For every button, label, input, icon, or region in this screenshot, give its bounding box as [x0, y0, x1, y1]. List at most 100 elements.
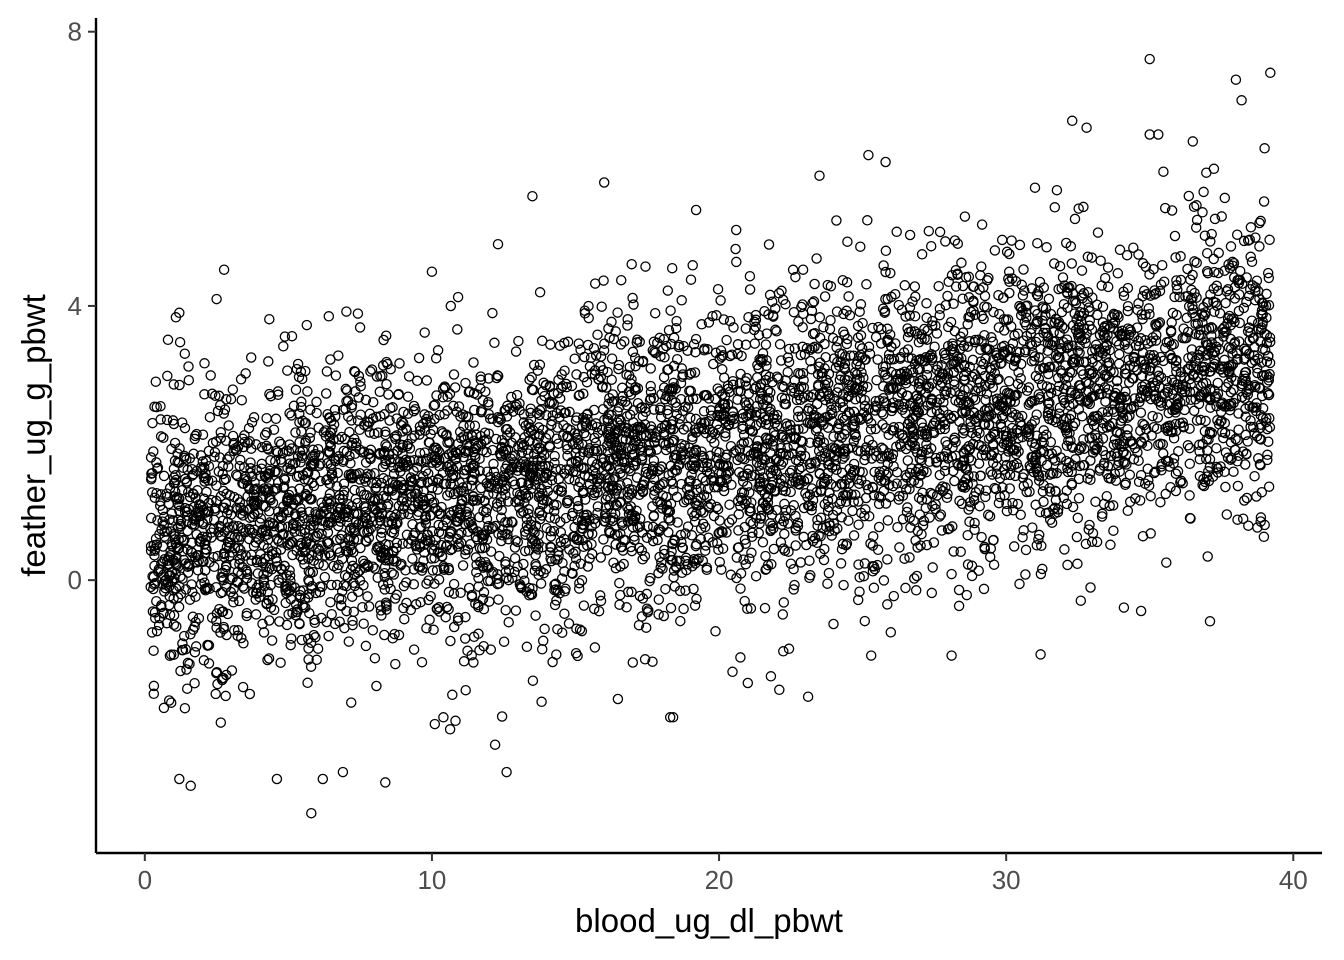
data-point [755, 355, 766, 366]
data-point [754, 480, 766, 492]
data-point [685, 274, 697, 285]
data-point [651, 444, 663, 455]
data-point [187, 586, 198, 598]
data-point [880, 369, 891, 380]
data-point [880, 293, 891, 305]
data-point [1238, 235, 1250, 247]
data-point [1083, 524, 1094, 535]
data-point [1135, 469, 1147, 481]
data-point [698, 406, 710, 417]
data-point [597, 365, 609, 376]
data-point [1073, 404, 1085, 415]
data-point [1033, 529, 1045, 541]
data-point [659, 352, 670, 363]
data-point [438, 564, 450, 575]
data-point [755, 378, 767, 390]
data-point [1076, 265, 1088, 276]
data-point [993, 322, 1005, 333]
data-point [205, 370, 216, 381]
data-point [1254, 383, 1266, 394]
data-point [1059, 544, 1070, 555]
data-point [1038, 496, 1049, 507]
data-point [614, 577, 625, 589]
data-point [371, 371, 383, 382]
data-point [592, 427, 604, 439]
data-point [238, 505, 249, 516]
data-point [664, 505, 676, 517]
data-point [477, 593, 489, 605]
data-point [255, 549, 266, 560]
data-point [814, 434, 826, 446]
data-point [765, 387, 776, 398]
data-point [294, 618, 305, 630]
data-point [875, 492, 887, 503]
data-point [1191, 257, 1202, 269]
data-point [545, 531, 557, 542]
data-point [865, 424, 877, 435]
data-point [1082, 251, 1094, 262]
data-point [349, 433, 360, 445]
data-point [1002, 314, 1014, 325]
data-point [256, 441, 268, 453]
data-point [626, 586, 637, 598]
data-point [589, 642, 601, 653]
data-point [429, 451, 441, 462]
data-point [383, 389, 394, 400]
data-point [1050, 313, 1062, 325]
data-point [690, 333, 702, 345]
data-point [259, 429, 271, 441]
data-point [775, 459, 787, 470]
data-point [1091, 536, 1103, 548]
data-point [600, 494, 612, 505]
data-point [880, 498, 892, 509]
data-point [601, 544, 613, 556]
data-point [1145, 490, 1156, 502]
data-point [306, 451, 318, 463]
data-point [564, 544, 575, 555]
data-point [921, 425, 932, 436]
data-point [738, 437, 750, 448]
data-point [523, 448, 534, 459]
data-point [783, 356, 795, 368]
data-point [1135, 333, 1147, 344]
data-point [1092, 432, 1103, 444]
data-point [775, 448, 786, 459]
data-point [819, 338, 830, 350]
data-point [1042, 407, 1054, 419]
data-point [881, 469, 892, 480]
data-point [160, 579, 172, 591]
data-point [942, 488, 953, 500]
data-point [212, 405, 224, 417]
data-point [569, 560, 580, 572]
data-point [1099, 320, 1111, 332]
data-point [716, 364, 728, 375]
data-point [519, 545, 531, 557]
data-point [223, 420, 234, 431]
data-point [323, 630, 334, 642]
data-point [158, 432, 169, 444]
data-point [1256, 357, 1268, 368]
data-point [213, 526, 224, 538]
data-point [976, 219, 988, 230]
data-point [328, 560, 339, 572]
data-point [1263, 299, 1275, 311]
data-point [662, 408, 674, 420]
data-point [334, 616, 345, 627]
data-point [689, 600, 701, 611]
data-point [1143, 303, 1155, 314]
data-point [888, 590, 900, 602]
data-point [370, 411, 382, 423]
data-point [1232, 434, 1243, 446]
data-point [740, 323, 752, 334]
data-point [980, 394, 991, 406]
data-point [690, 413, 702, 425]
data-point [633, 619, 645, 631]
data-point [1153, 318, 1164, 329]
data-point [158, 470, 170, 482]
data-point [1216, 211, 1227, 222]
data-point [1205, 236, 1216, 247]
data-point [613, 363, 624, 375]
data-point [445, 300, 457, 312]
data-point [660, 583, 671, 595]
data-point [1118, 286, 1129, 297]
